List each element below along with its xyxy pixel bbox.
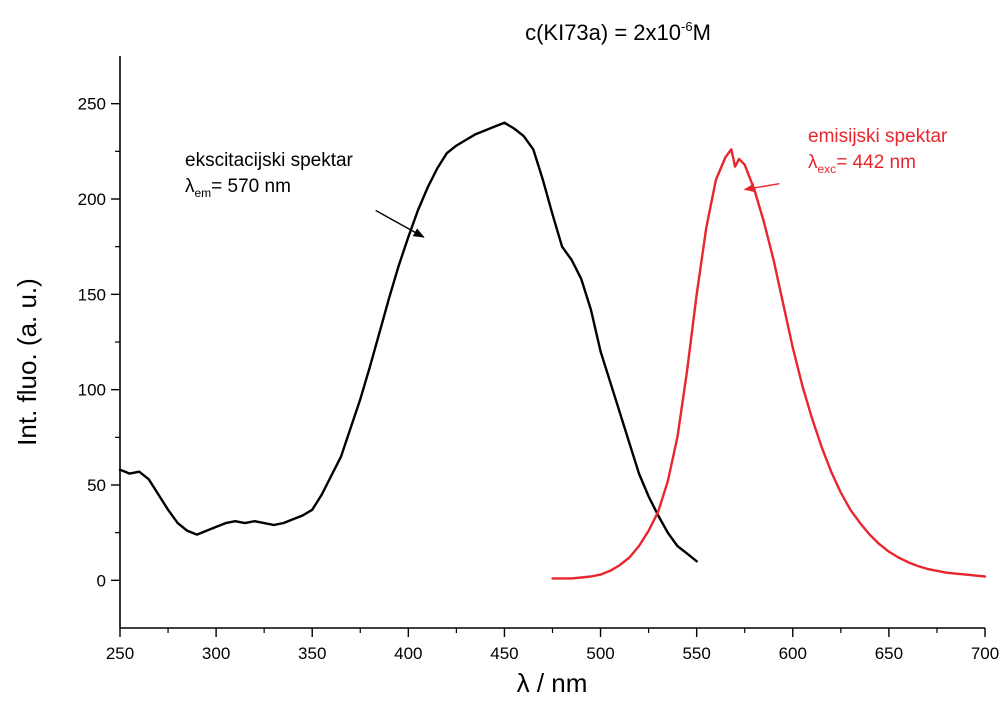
x-tick-label: 500: [586, 644, 614, 663]
y-tick-label: 200: [78, 190, 106, 209]
y-tick-label: 100: [78, 381, 106, 400]
annotation-emission-arrow: [743, 183, 780, 193]
emission-spectrum-line: [551, 148, 987, 580]
annotation-emission-title: emisijski spektar: [808, 126, 948, 147]
annotation-emission-subscript: exc: [818, 162, 837, 176]
annotation-emission-symbol: λ: [808, 152, 818, 173]
x-axis-ticks: 250 300 350 400 450 500 550 600 650 700: [106, 628, 999, 663]
title-superscript: -6: [681, 19, 693, 34]
x-tick-label: 700: [971, 644, 999, 663]
x-tick-label: 250: [106, 644, 134, 663]
x-tick-label: 450: [490, 644, 518, 663]
annotation-emission: emisijski spektar λexc= 442 nm: [743, 126, 948, 193]
annotation-emission-lambda: λexc= 442 nm: [808, 152, 916, 176]
annotation-excitation-lambda: λem= 570 nm: [185, 176, 291, 200]
x-tick-label: 600: [779, 644, 807, 663]
annotation-excitation-value: = 570 nm: [211, 176, 291, 197]
y-tick-label: 50: [87, 476, 106, 495]
y-tick-label: 150: [78, 285, 106, 304]
y-axis-ticks: 0 50 100 150 200 250: [78, 95, 120, 590]
y-tick-label: 250: [78, 95, 106, 114]
x-axis-title: λ / nm: [517, 668, 588, 698]
x-tick-label: 550: [682, 644, 710, 663]
annotation-excitation-arrow: [375, 209, 425, 238]
annotation-excitation-title: ekscitacijski spektar: [185, 150, 354, 171]
x-tick-label: 650: [875, 644, 903, 663]
annotation-emission-value: = 442 nm: [836, 152, 916, 173]
chart-title: c(KI73a) = 2x10-6M: [525, 19, 711, 45]
series-layer: [118, 121, 987, 580]
annotation-excitation-subscript: em: [195, 186, 212, 200]
x-tick-label: 350: [298, 644, 326, 663]
excitation-spectrum-line: [118, 121, 698, 563]
x-tick-label: 400: [394, 644, 422, 663]
title-suffix: M: [693, 20, 711, 45]
y-axis-title: Int. fluo. (a. u.): [12, 278, 42, 446]
y-tick-label: 0: [97, 571, 106, 590]
annotation-excitation-symbol: λ: [185, 176, 195, 197]
title-prefix: c(KI73a) = 2x10: [525, 20, 681, 45]
x-tick-label: 300: [202, 644, 230, 663]
annotation-excitation: ekscitacijski spektar λem= 570 nm: [185, 150, 425, 238]
